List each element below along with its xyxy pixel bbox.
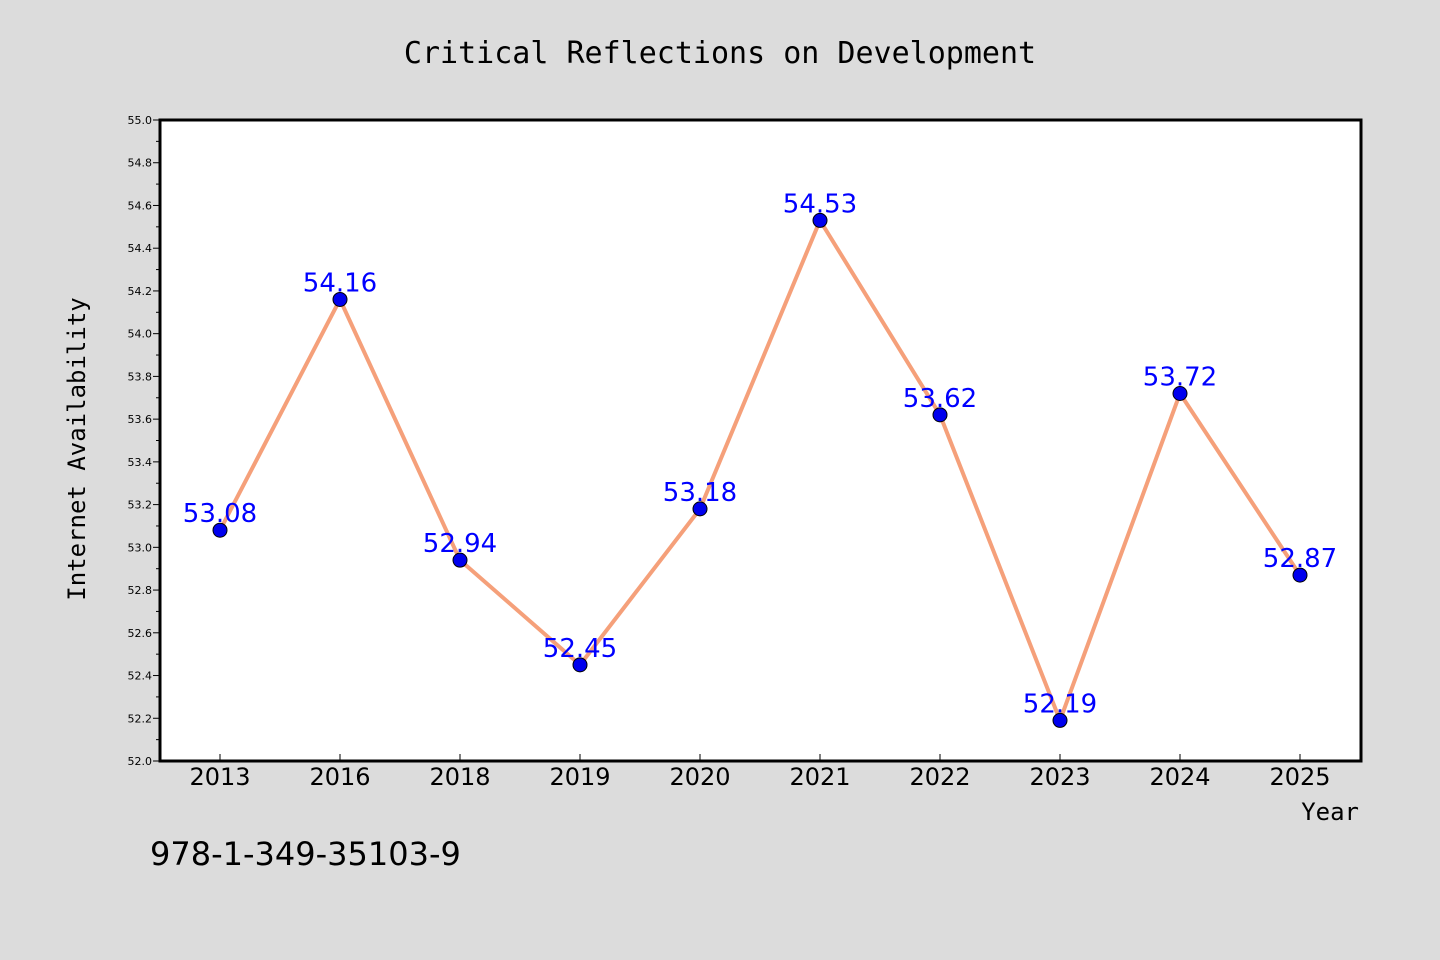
y-tick-label: 53.0 bbox=[128, 541, 153, 554]
x-tick-label: 2023 bbox=[1029, 763, 1090, 791]
x-axis-label: Year bbox=[1301, 798, 1359, 826]
x-tick-label: 2024 bbox=[1149, 763, 1210, 791]
y-tick-label: 54.6 bbox=[128, 199, 153, 212]
data-label: 53.08 bbox=[183, 499, 257, 529]
x-tick-label: 2020 bbox=[669, 763, 730, 791]
series-layer: 53.08 54.16 52.94 52.45 53.18 54.53 53.62 52.19… bbox=[183, 189, 1337, 728]
data-label: 52.94 bbox=[423, 529, 497, 559]
footer-text: 978-1-349-35103-9 bbox=[150, 835, 461, 873]
y-tick-label: 54.4 bbox=[128, 242, 153, 255]
data-point bbox=[1172, 385, 1188, 401]
y-axis-ticks: 52.0 52.2 52.4 52.6 52.8 53.0 53.2 53.4 53.6 53.8… bbox=[128, 114, 160, 768]
data-point bbox=[812, 212, 828, 228]
data-label: 53.72 bbox=[1143, 362, 1217, 392]
data-point bbox=[692, 501, 708, 517]
x-tick-label: 2025 bbox=[1269, 763, 1330, 791]
plot-area bbox=[158, 118, 1363, 763]
y-tick-label: 53.4 bbox=[128, 456, 153, 469]
data-label: 52.19 bbox=[1023, 689, 1097, 719]
x-tick-label: 2021 bbox=[789, 763, 850, 791]
y-tick-label: 52.2 bbox=[128, 712, 153, 725]
y-tick-label: 54.8 bbox=[128, 157, 153, 170]
y-tick-label: 52.0 bbox=[128, 755, 153, 768]
data-label: 54.53 bbox=[783, 189, 857, 219]
data-point bbox=[1052, 712, 1068, 728]
data-point bbox=[932, 407, 948, 423]
y-tick-label: 52.8 bbox=[128, 584, 153, 597]
data-point bbox=[452, 552, 468, 568]
x-axis-ticks: 2013 2016 2018 2019 2020 2021 2022 2023 2024 2025 bbox=[189, 754, 1331, 791]
x-tick-label: 2019 bbox=[549, 763, 610, 791]
y-axis-label: Internet Availability bbox=[63, 297, 91, 600]
y-tick-label: 52.6 bbox=[128, 627, 153, 640]
y-tick-label: 53.2 bbox=[128, 499, 153, 512]
data-label: 53.62 bbox=[903, 384, 977, 414]
x-tick-label: 2016 bbox=[309, 763, 370, 791]
y-tick-label: 54.0 bbox=[128, 328, 153, 341]
data-label: 53.18 bbox=[663, 478, 737, 508]
data-point bbox=[212, 522, 228, 538]
data-label: 52.45 bbox=[543, 634, 617, 664]
y-tick-label: 52.4 bbox=[128, 670, 153, 683]
y-tick-label: 55.0 bbox=[128, 114, 153, 127]
data-point bbox=[1292, 567, 1308, 583]
y-tick-label: 53.6 bbox=[128, 413, 153, 426]
data-label: 54.16 bbox=[303, 268, 377, 298]
x-tick-label: 2022 bbox=[909, 763, 970, 791]
x-tick-label: 2013 bbox=[189, 763, 250, 791]
y-tick-label: 53.8 bbox=[128, 370, 153, 383]
data-point bbox=[572, 657, 588, 673]
series-line bbox=[218, 218, 1302, 723]
x-tick-label: 2018 bbox=[429, 763, 490, 791]
chart-title: Critical Reflections on Development bbox=[404, 36, 1036, 71]
data-label: 52.87 bbox=[1263, 544, 1337, 574]
y-tick-label: 54.2 bbox=[128, 285, 153, 298]
data-point bbox=[332, 291, 348, 307]
